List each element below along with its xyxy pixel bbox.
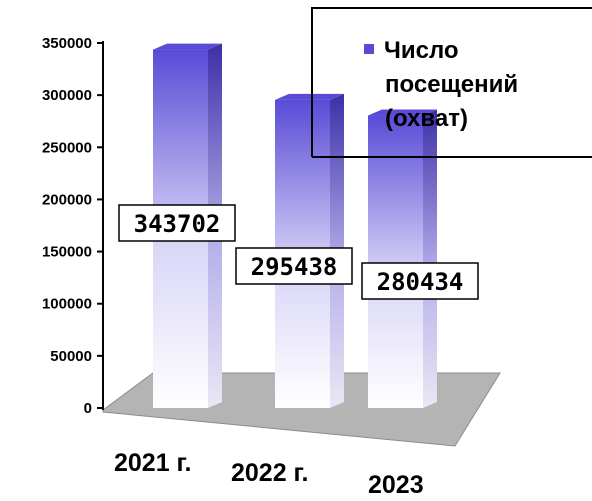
data-label-text: 343702 <box>134 210 221 238</box>
x-category-label: 2021 г. <box>114 449 191 477</box>
bar-front <box>368 115 423 409</box>
bar-side <box>423 109 437 409</box>
x-category-label: 2023 <box>368 471 424 499</box>
y-tick-label: 150000 <box>42 244 92 261</box>
legend-label: посещений <box>385 71 518 98</box>
data-label-text: 280434 <box>377 268 464 296</box>
y-tick-label: 100000 <box>42 296 92 313</box>
bar-top <box>275 93 344 100</box>
data-label-box <box>118 204 236 242</box>
y-tick-label: 0 <box>84 400 92 417</box>
legend-frame-top <box>311 7 592 157</box>
bar-top <box>153 43 222 50</box>
legend-label: Число <box>384 37 459 64</box>
legend-swatch <box>364 44 374 54</box>
bar-top <box>368 109 437 116</box>
data-label: 295438 <box>235 247 353 285</box>
data-label-box <box>361 262 479 300</box>
y-tick-label: 350000 <box>42 35 92 52</box>
data-label-text: 295438 <box>251 253 338 281</box>
y-tick-label: 250000 <box>42 139 92 156</box>
bar <box>368 109 437 409</box>
data-label: 280434 <box>361 262 479 300</box>
data-label: 343702 <box>118 204 236 242</box>
legend: Число посещений (охват) <box>311 7 592 158</box>
data-label-box <box>235 247 353 285</box>
y-tick-label: 50000 <box>50 348 92 365</box>
legend-label: (охват) <box>385 105 468 132</box>
x-category-label: 2022 г. <box>231 459 308 487</box>
y-tick-label: 300000 <box>42 87 92 104</box>
y-tick-label: 200000 <box>42 191 92 208</box>
